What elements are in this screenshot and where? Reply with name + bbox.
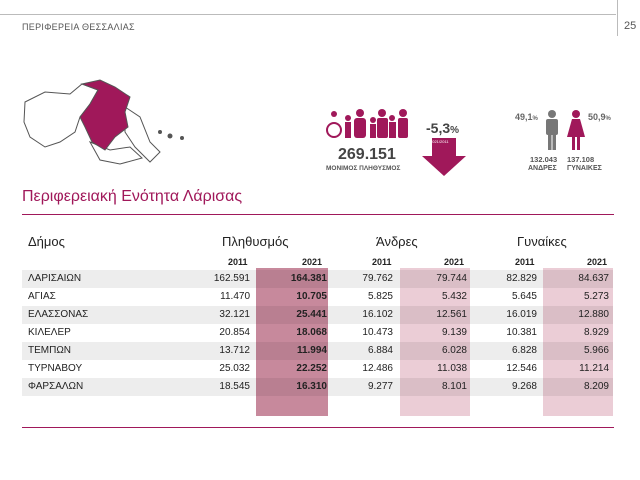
table-row: ΑΓΙΑΣ 11.470 10.705 5.825 5.432 5.645 5.273 bbox=[22, 288, 613, 306]
municipality-name: ΛΑΡΙΣΑΙΩΝ bbox=[28, 273, 82, 284]
title-divider bbox=[22, 214, 614, 215]
table-row: ΚΙΛΕΛΕΡ 20.854 18.068 10.473 9.139 10.381 8.92… bbox=[22, 324, 613, 342]
table-row: ΤΕΜΠΩΝ 13.712 11.994 6.884 6.028 6.828 5.966 bbox=[22, 342, 613, 360]
cell-value: 162.591 bbox=[213, 273, 250, 284]
cell-value: 16.102 bbox=[362, 309, 393, 320]
men-count: 132.043 bbox=[530, 155, 558, 164]
municipality-name: ΦΑΡΣΑΛΩΝ bbox=[28, 381, 84, 392]
cell-value: 79.762 bbox=[362, 273, 393, 284]
cell-value: 11.214 bbox=[579, 363, 609, 374]
cell-value: 164.381 bbox=[290, 273, 327, 284]
table-row: ΦΑΡΣΑΛΩΝ 18.545 16.310 9.277 8.101 9.268 8.209 bbox=[22, 378, 613, 396]
year-header: 2011 bbox=[228, 257, 248, 267]
cell-value: 6.028 bbox=[441, 345, 467, 356]
cell-value: 16.019 bbox=[506, 309, 537, 320]
cell-value: 5.273 bbox=[583, 291, 609, 302]
table-row: ΕΛΑΣΣΟΝΑΣ 32.121 25.441 16.102 12.561 16.019 1… bbox=[22, 306, 613, 324]
cell-value: 22.252 bbox=[296, 363, 327, 374]
table-row: ΛΑΡΙΣΑΙΩΝ 162.591 164.381 79.762 79.744 82.82… bbox=[22, 270, 613, 288]
header-divider bbox=[0, 14, 616, 15]
page-divider bbox=[617, 0, 618, 36]
women-label: ΓΥΝΑΙΚΕΣ bbox=[567, 165, 602, 172]
cell-value: 12.880 bbox=[578, 309, 609, 320]
year-header: 2011 bbox=[372, 257, 392, 267]
cell-value: 25.441 bbox=[296, 309, 327, 320]
cell-value: 12.561 bbox=[436, 309, 467, 320]
cell-value: 8.209 bbox=[583, 381, 609, 392]
cell-value: 10.473 bbox=[362, 327, 393, 338]
women-2021-column-bg bbox=[543, 268, 613, 416]
page-number: 25 bbox=[624, 20, 637, 32]
men-label: ΑΝΔΡΕΣ bbox=[528, 165, 557, 172]
cell-value: 25.032 bbox=[219, 363, 250, 374]
group-women: Γυναίκες bbox=[517, 234, 567, 249]
cell-value: 8.929 bbox=[583, 327, 609, 338]
cell-value: 18.545 bbox=[219, 381, 250, 392]
cell-value: 8.101 bbox=[441, 381, 467, 392]
group-population: Πληθυσμός bbox=[222, 234, 289, 249]
cell-value: 9.139 bbox=[441, 327, 467, 338]
cell-value: 5.966 bbox=[583, 345, 609, 356]
municipality-name: ΚΙΛΕΛΕΡ bbox=[28, 327, 71, 338]
cell-value: 11.994 bbox=[296, 345, 327, 356]
table-bottom-divider bbox=[22, 427, 614, 428]
women-percent: 50,9% bbox=[588, 112, 611, 122]
col-municipality: Δήμος bbox=[28, 234, 65, 249]
cell-value: 5.432 bbox=[441, 291, 467, 302]
year-header: 2021 bbox=[302, 257, 323, 267]
cell-value: 13.712 bbox=[219, 345, 250, 356]
family-icon bbox=[326, 109, 408, 138]
municipality-name: ΕΛΑΣΣΟΝΑΣ bbox=[28, 309, 89, 320]
population-label: ΜΟΝΙΜΟΣ ΠΛΗΘΥΣΜΟΣ bbox=[326, 165, 401, 172]
cell-value: 6.884 bbox=[367, 345, 393, 356]
cell-value: 20.854 bbox=[219, 327, 250, 338]
year-header: 2021 bbox=[587, 257, 608, 267]
cell-value: 11.470 bbox=[220, 291, 250, 302]
men-percent: 49,1% bbox=[515, 112, 538, 122]
cell-value: 10.705 bbox=[296, 291, 327, 302]
region-header: ΠΕΡΙΦΕΡΕΙΑ ΘΕΣΣΑΛΙΑΣ bbox=[22, 22, 135, 32]
women-count: 137.108 bbox=[567, 155, 595, 164]
change-value: -5,3 bbox=[426, 120, 451, 136]
cell-value: 5.645 bbox=[511, 291, 537, 302]
thessaly-map bbox=[23, 79, 184, 165]
cell-value: 32.121 bbox=[219, 309, 250, 320]
decrease-arrow-icon bbox=[422, 138, 466, 176]
woman-icon bbox=[567, 110, 585, 150]
cell-value: 84.637 bbox=[578, 273, 609, 284]
population-total: 269.151 bbox=[338, 146, 396, 163]
table-row: ΤΥΡΝΑΒΟΥ 25.032 22.252 12.486 11.038 12.546 11… bbox=[22, 360, 613, 378]
year-header: 2021 bbox=[444, 257, 465, 267]
cell-value: 9.268 bbox=[511, 381, 537, 392]
cell-value: 5.825 bbox=[367, 291, 393, 302]
cell-value: 12.546 bbox=[506, 363, 537, 374]
municipality-name: ΑΓΙΑΣ bbox=[28, 291, 56, 302]
group-men: Άνδρες bbox=[376, 234, 418, 249]
year-header: 2011 bbox=[515, 257, 535, 267]
change-unit: % bbox=[450, 125, 460, 136]
change-period: 2021/2011 bbox=[430, 139, 449, 144]
municipality-name: ΤΥΡΝΑΒΟΥ bbox=[28, 363, 83, 374]
page-title: Περιφερειακή Ενότητα Λάρισας bbox=[22, 188, 243, 205]
cell-value: 12.486 bbox=[362, 363, 393, 374]
cell-value: 16.310 bbox=[296, 381, 327, 392]
municipality-name: ΤΕΜΠΩΝ bbox=[28, 345, 72, 356]
cell-value: 82.829 bbox=[506, 273, 537, 284]
cell-value: 10.381 bbox=[506, 327, 537, 338]
men-2021-column-bg bbox=[400, 268, 470, 416]
cell-value: 79.744 bbox=[436, 273, 467, 284]
man-icon bbox=[546, 110, 558, 150]
cell-value: 11.038 bbox=[437, 363, 467, 374]
cell-value: 6.828 bbox=[511, 345, 537, 356]
cell-value: 18.068 bbox=[296, 327, 327, 338]
cell-value: 9.277 bbox=[367, 381, 393, 392]
pop-2021-column-bg bbox=[256, 268, 328, 416]
